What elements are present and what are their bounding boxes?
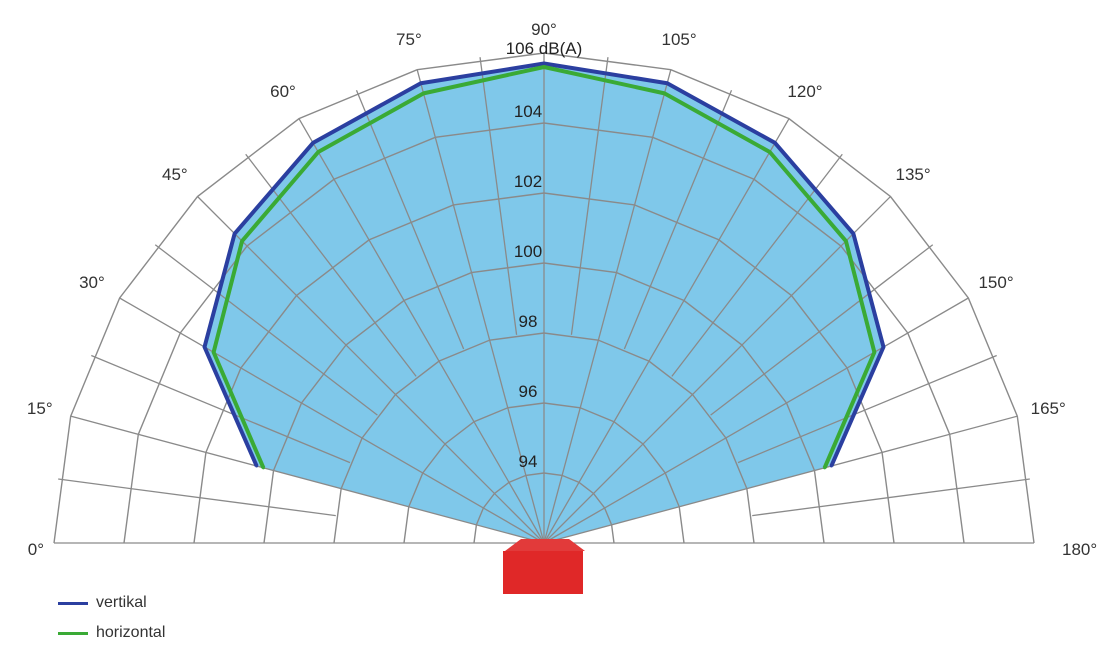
angle-label-30: 30° <box>79 273 105 292</box>
ring-label-94: 94 <box>519 452 538 471</box>
series-point-horizontal-135 <box>844 239 848 243</box>
sound-source-icon <box>503 539 585 594</box>
series-point-horizontal-45 <box>240 239 244 243</box>
series-point-vertikal-30 <box>203 345 207 349</box>
grid-spoke-22_5 <box>91 354 351 464</box>
unit-label: 106 dB(A) <box>506 39 583 58</box>
series-point-vertikal-75 <box>419 81 423 85</box>
grid-spoke-67_5 <box>355 90 465 350</box>
ring-label-104: 104 <box>514 102 542 121</box>
polar-grid <box>53 52 1035 544</box>
grid-spoke-97_5 <box>570 57 609 335</box>
series-point-horizontal-150 <box>872 350 876 354</box>
legend-item-horizontal: horizontal <box>58 618 165 648</box>
grid-spoke-150 <box>543 297 969 544</box>
angle-label-165: 165° <box>1031 399 1066 418</box>
legend-item-vertikal: vertikal <box>58 588 165 618</box>
series-point-vertikal-120 <box>773 141 777 145</box>
angle-label-135: 135° <box>896 165 931 184</box>
angle-label-15: 15° <box>27 399 53 418</box>
ring-label-96: 96 <box>519 382 538 401</box>
angle-label-120: 120° <box>787 82 822 101</box>
series-point-vertikal-15 <box>255 464 259 468</box>
grid-spoke-75 <box>416 69 545 544</box>
angle-label-0: 0° <box>28 540 44 559</box>
grid-spoke-60 <box>298 118 545 544</box>
ring-label-100: 100 <box>514 242 542 261</box>
grid-spoke-15 <box>70 415 545 544</box>
angle-label-150: 150° <box>978 273 1013 292</box>
angle-label-60: 60° <box>270 82 296 101</box>
series-point-horizontal-105 <box>662 91 666 95</box>
series-point-vertikal-165 <box>829 464 833 468</box>
ring-label-102: 102 <box>514 172 542 191</box>
legend-swatch-horizontal <box>58 631 88 635</box>
angle-label-45: 45° <box>162 165 188 184</box>
series-point-vertikal-150 <box>881 345 885 349</box>
angle-label-75: 75° <box>396 30 422 49</box>
legend-label-horizontal: horizontal <box>96 624 166 641</box>
grid-spoke-135 <box>543 196 891 544</box>
grid-spoke-105 <box>543 69 672 544</box>
series-point-vertikal-135 <box>851 232 855 236</box>
series-point-horizontal-30 <box>212 350 216 354</box>
grid-spoke-157_5 <box>737 354 997 464</box>
grid-spoke-127_5 <box>671 153 843 377</box>
grid-spoke-82_5 <box>479 57 518 335</box>
grid-spoke-45 <box>197 196 545 544</box>
grid-spoke-120 <box>543 118 790 544</box>
series-point-horizontal-75 <box>422 91 426 95</box>
series-point-horizontal-15 <box>261 466 265 470</box>
ring-label-98: 98 <box>519 312 538 331</box>
grid-spoke-37_5 <box>154 244 378 416</box>
series-layer <box>202 61 886 470</box>
label-layer: 0° 15° 30° 45° 60° 75° 90° 105° 120° 135° 150° 165°… <box>27 20 1097 559</box>
grid-spoke-142_5 <box>710 244 934 416</box>
grid-spoke-30 <box>119 297 545 544</box>
grid-spoke-7_5 <box>58 478 336 517</box>
series-point-vertikal-90 <box>542 62 546 65</box>
series-point-horizontal-90 <box>542 65 546 69</box>
series-point-vertikal-60 <box>311 141 315 145</box>
legend-swatch-vertikal <box>58 601 88 605</box>
series-point-vertikal-45 <box>233 232 237 236</box>
legend: vertikal horizontal <box>58 588 165 648</box>
series-point-vertikal-105 <box>665 81 669 85</box>
angle-label-180: 180° <box>1062 540 1097 559</box>
angle-label-105: 105° <box>662 30 697 49</box>
grid-spoke-112_5 <box>623 90 733 350</box>
legend-label-vertikal: vertikal <box>96 594 147 611</box>
series-point-horizontal-120 <box>768 150 772 154</box>
series-point-horizontal-60 <box>316 150 320 154</box>
grid-spoke-165 <box>543 415 1018 544</box>
angle-label-90: 90° <box>531 20 557 39</box>
grid-spoke-52_5 <box>245 153 417 377</box>
grid-spoke-172_5 <box>752 478 1030 517</box>
series-point-horizontal-165 <box>823 466 827 470</box>
